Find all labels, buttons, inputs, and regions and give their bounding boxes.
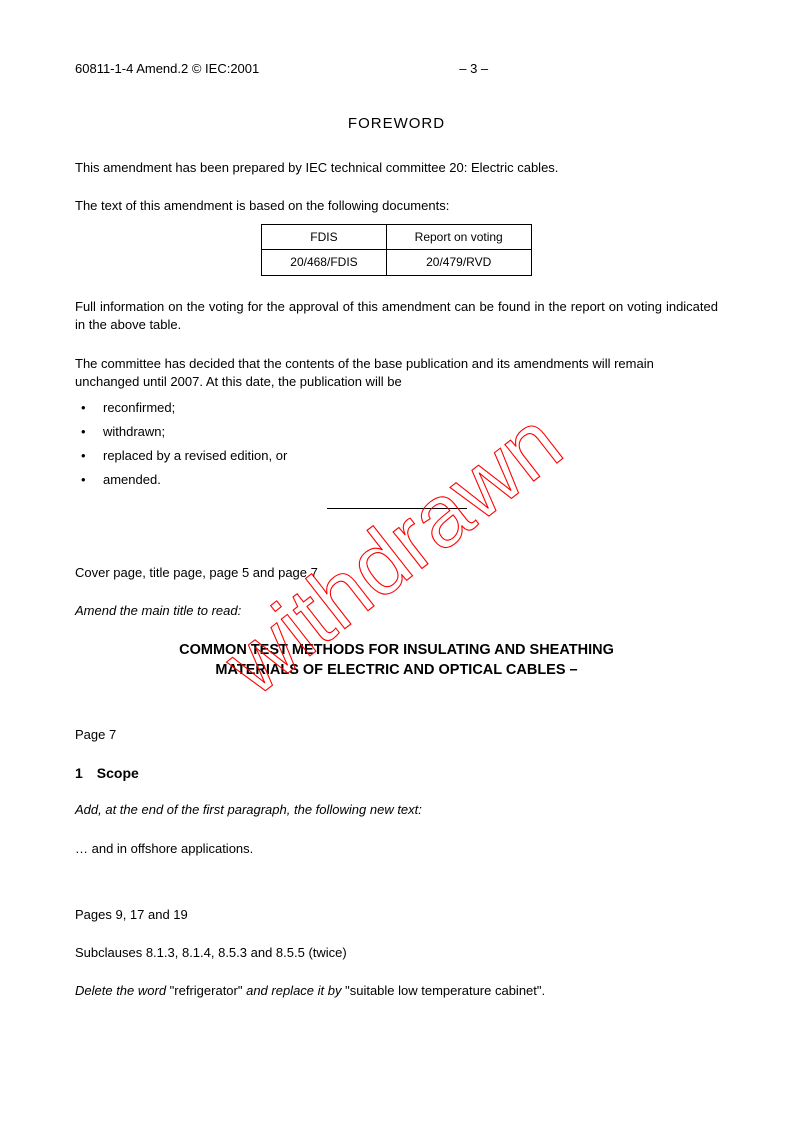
doc-reference: 60811-1-4 Amend.2 © IEC:2001 bbox=[75, 60, 259, 78]
scope-text: … and in offshore applications. bbox=[75, 840, 718, 858]
delete-instruction: Delete the word "refrigerator" and repla… bbox=[75, 982, 718, 1000]
subclauses-ref: Subclauses 8.1.3, 8.1.4, 8.5.3 and 8.5.5… bbox=[75, 944, 718, 962]
foreword-title: FOREWORD bbox=[75, 113, 718, 134]
documents-table: FDIS Report on voting 20/468/FDIS 20/479… bbox=[261, 224, 531, 277]
list-item: withdrawn; bbox=[75, 423, 718, 441]
page-header: 60811-1-4 Amend.2 © IEC:2001 – 3 – bbox=[75, 60, 718, 78]
page-number: – 3 – bbox=[459, 60, 488, 78]
main-title: COMMON TEST METHODS FOR INSULATING AND S… bbox=[75, 640, 718, 681]
delete-q1: "refrigerator" bbox=[166, 983, 246, 998]
status-list: reconfirmed; withdrawn; replaced by a re… bbox=[75, 399, 718, 490]
page7-ref: Page 7 bbox=[75, 726, 718, 744]
scope-label: Scope bbox=[97, 765, 139, 781]
foreword-p1: This amendment has been prepared by IEC … bbox=[75, 159, 718, 177]
foreword-p3: Full information on the voting for the a… bbox=[75, 298, 718, 334]
table-cell-report: 20/479/RVD bbox=[386, 250, 531, 276]
foreword-p4: The committee has decided that the conte… bbox=[75, 355, 718, 391]
scope-heading: 1 Scope bbox=[75, 764, 718, 784]
list-item: amended. bbox=[75, 471, 718, 489]
foreword-p2: The text of this amendment is based on t… bbox=[75, 197, 718, 215]
delete-mid: and replace it by bbox=[246, 983, 341, 998]
section-divider bbox=[327, 508, 467, 509]
table-header-report: Report on voting bbox=[386, 224, 531, 250]
scope-instruction: Add, at the end of the first paragraph, … bbox=[75, 801, 718, 819]
delete-q2: "suitable low temperature cabinet". bbox=[342, 983, 546, 998]
amend-instruction: Amend the main title to read: bbox=[75, 602, 718, 620]
table-header-fdis: FDIS bbox=[262, 224, 386, 250]
main-title-line1: COMMON TEST METHODS FOR INSULATING AND S… bbox=[75, 640, 718, 660]
delete-pre: Delete the word bbox=[75, 983, 166, 998]
pages-ref: Pages 9, 17 and 19 bbox=[75, 906, 718, 924]
list-item: replaced by a revised edition, or bbox=[75, 447, 718, 465]
scope-number: 1 bbox=[75, 765, 83, 781]
list-item: reconfirmed; bbox=[75, 399, 718, 417]
main-title-line2: MATERIALS OF ELECTRIC AND OPTICAL CABLES… bbox=[75, 660, 718, 680]
cover-note: Cover page, title page, page 5 and page … bbox=[75, 564, 718, 582]
table-cell-fdis: 20/468/FDIS bbox=[262, 250, 386, 276]
